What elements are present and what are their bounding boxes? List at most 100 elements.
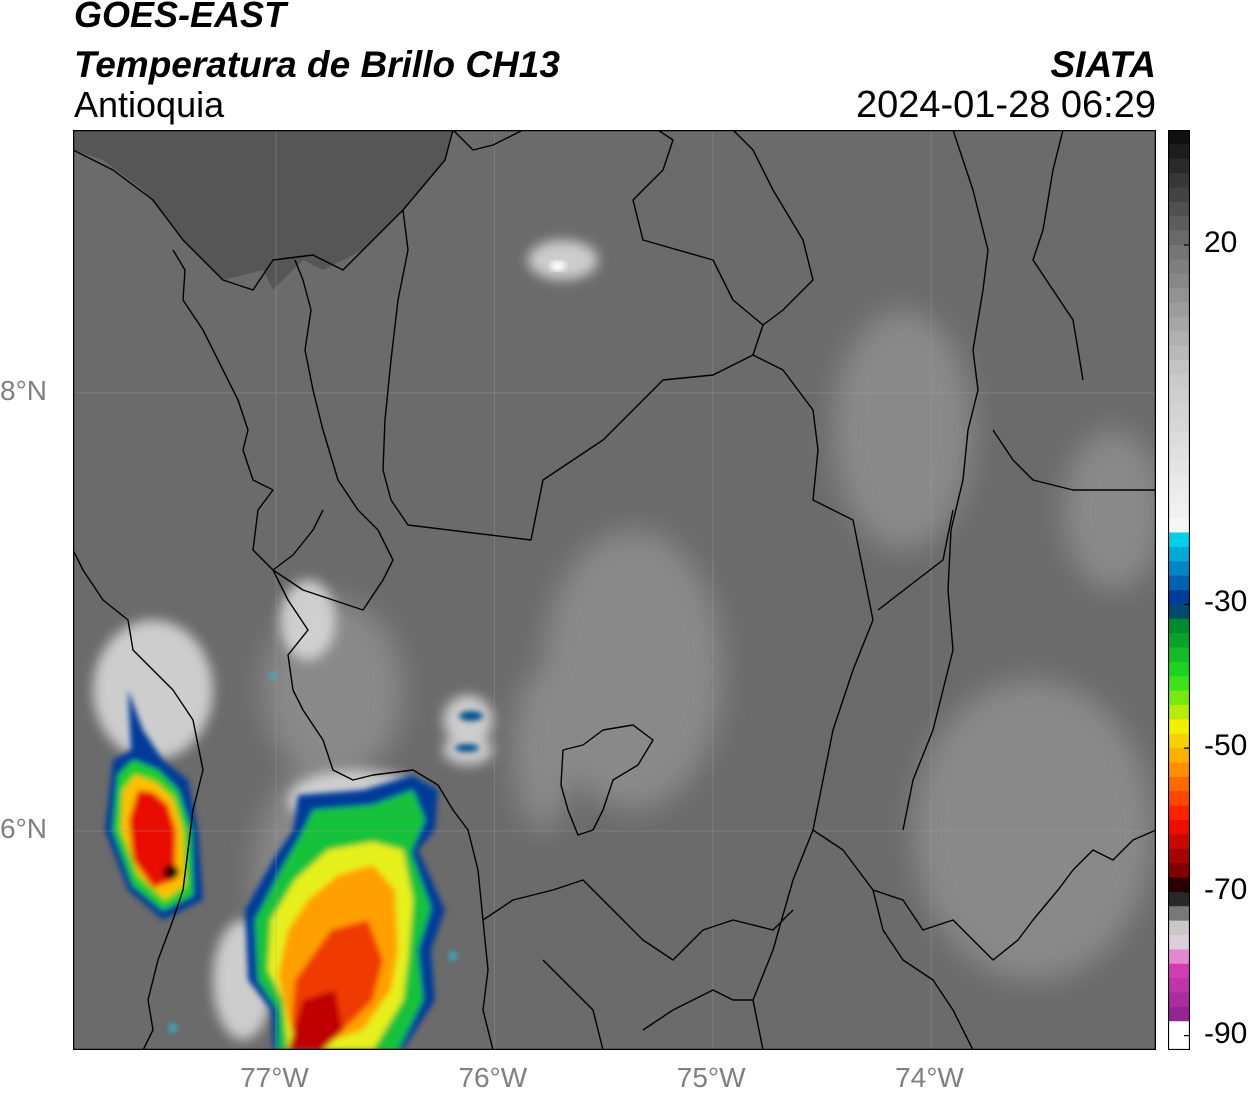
colorbar-swatch (1168, 776, 1190, 792)
colorbar-swatch (1168, 431, 1190, 447)
colorbar-swatch (1168, 978, 1190, 994)
colorbar-swatch (1168, 705, 1190, 720)
colorbar-swatch (1168, 446, 1190, 462)
colorbar-swatch (1168, 1021, 1190, 1037)
colorbar-swatch (1168, 647, 1190, 663)
colorbar-swatch (1168, 475, 1190, 490)
convective-cell-southwest (245, 775, 445, 1050)
colorbar-swatch (1168, 791, 1190, 807)
border-bolivar (732, 130, 814, 326)
lon-label: 75°W (676, 1062, 746, 1093)
colorbar-tick-label: -50 (1204, 729, 1248, 763)
border-south-1 (542, 959, 604, 1050)
satellite-map (73, 130, 1156, 1050)
colorbar-swatch (1168, 949, 1190, 965)
medellin-municipality (560, 724, 654, 836)
colorbar-swatch (1168, 201, 1190, 217)
colorbar-swatches (1168, 130, 1190, 1050)
colorbar-swatch (1168, 618, 1190, 634)
border-caldas (482, 879, 794, 961)
colorbar-tick-label: -90 (1204, 1016, 1248, 1050)
colorbar-swatch (1168, 762, 1190, 778)
colorbar-swatch (1168, 877, 1190, 893)
coastline-colombia-north (452, 130, 524, 151)
border-boyaca (812, 829, 1156, 961)
border-antioquia-east (752, 354, 874, 1050)
organization-label: SIATA (1050, 44, 1156, 85)
coastline-uraba (172, 249, 394, 611)
colorbar-tick-label: 20 (1204, 226, 1238, 259)
lon-label: 74°W (895, 1062, 964, 1093)
colorbar-swatch (1168, 345, 1190, 361)
timestamp-label: 2024-01-28 06:29 (855, 84, 1156, 126)
small-cold-cloud-tops (170, 673, 483, 1033)
colorbar-swatch (1168, 834, 1190, 850)
border-choco-west (73, 549, 204, 1050)
colorbar-swatch (1168, 259, 1190, 275)
colorbar (1168, 130, 1190, 1050)
colorbar-swatch (1168, 288, 1190, 304)
colorbar-swatch (1168, 460, 1190, 476)
colorbar-swatch (1168, 216, 1190, 232)
colorbar-swatch (1168, 1006, 1190, 1022)
border-east (1032, 130, 1084, 381)
colorbar-swatch (1168, 906, 1190, 922)
sea-area (73, 130, 453, 290)
colorbar-swatch (1168, 302, 1190, 318)
gridlines (73, 130, 1156, 1050)
colorbar-swatch (1168, 848, 1190, 864)
colorbar-swatch (1168, 805, 1190, 821)
border-santander (902, 130, 989, 831)
border-northeast (992, 429, 1156, 491)
colorbar-swatch (1168, 489, 1190, 505)
colorbar-swatch (1168, 633, 1190, 649)
lat-label: 6°N (0, 812, 47, 844)
colorbar-swatch (1168, 158, 1190, 174)
colorbar-swatch (1168, 532, 1190, 548)
map-frame (73, 130, 1156, 1050)
border-south-2 (642, 989, 753, 1031)
colorbar-swatch (1168, 935, 1190, 950)
colorbar-swatch (1168, 360, 1190, 375)
colorbar-swatch (1168, 230, 1190, 246)
colorbar-swatch (1168, 130, 1190, 145)
colorbar-swatch (1168, 590, 1190, 605)
bright-spot (550, 261, 566, 271)
lat-label: 8°N (0, 374, 47, 406)
colorbar-swatch (1168, 820, 1190, 835)
colorbar-swatch (1168, 690, 1190, 706)
title-satellite: GOES-EAST (74, 0, 287, 35)
colorbar-swatch (1168, 733, 1190, 749)
colorbar-swatch (1168, 417, 1190, 433)
river-line (272, 509, 324, 571)
colorbar-frame (1168, 130, 1190, 1050)
colorbar-swatch (1168, 316, 1190, 332)
colorbar-swatch (1168, 920, 1190, 936)
colorbar-swatch (1168, 245, 1190, 260)
colorbar-tick-label: -30 (1204, 585, 1248, 619)
colorbar-swatch (1168, 331, 1190, 347)
border-cundinamarca (872, 889, 974, 1050)
colorbar-swatch (1168, 575, 1190, 591)
colorbar-swatch (1168, 891, 1190, 907)
colorbar-swatch (1168, 403, 1190, 419)
title-region: Antioquia (74, 84, 225, 125)
colorbar-swatch (1168, 863, 1190, 879)
colorbar-swatch (1168, 748, 1190, 764)
colorbar-swatch (1168, 374, 1190, 390)
colorbar-swatch (1168, 273, 1190, 289)
colorbar-swatch (1168, 144, 1190, 160)
colorbar-swatch (1168, 676, 1190, 692)
colorbar-swatch (1168, 561, 1190, 577)
colorbar-swatch (1168, 503, 1190, 519)
colorbar-swatch (1168, 963, 1190, 979)
colorbar-swatch (1168, 518, 1190, 534)
colorbar-tick-label: -70 (1204, 872, 1248, 906)
colorbar-swatch (1168, 173, 1190, 189)
colorbar-swatch (1168, 388, 1190, 404)
title-product: Temperatura de Brillo CH13 (74, 44, 560, 85)
colorbar-swatch (1168, 604, 1190, 620)
convective-cell-west (105, 690, 203, 920)
colorbar-swatch (1168, 1035, 1190, 1050)
colorbar-swatch (1168, 187, 1190, 203)
